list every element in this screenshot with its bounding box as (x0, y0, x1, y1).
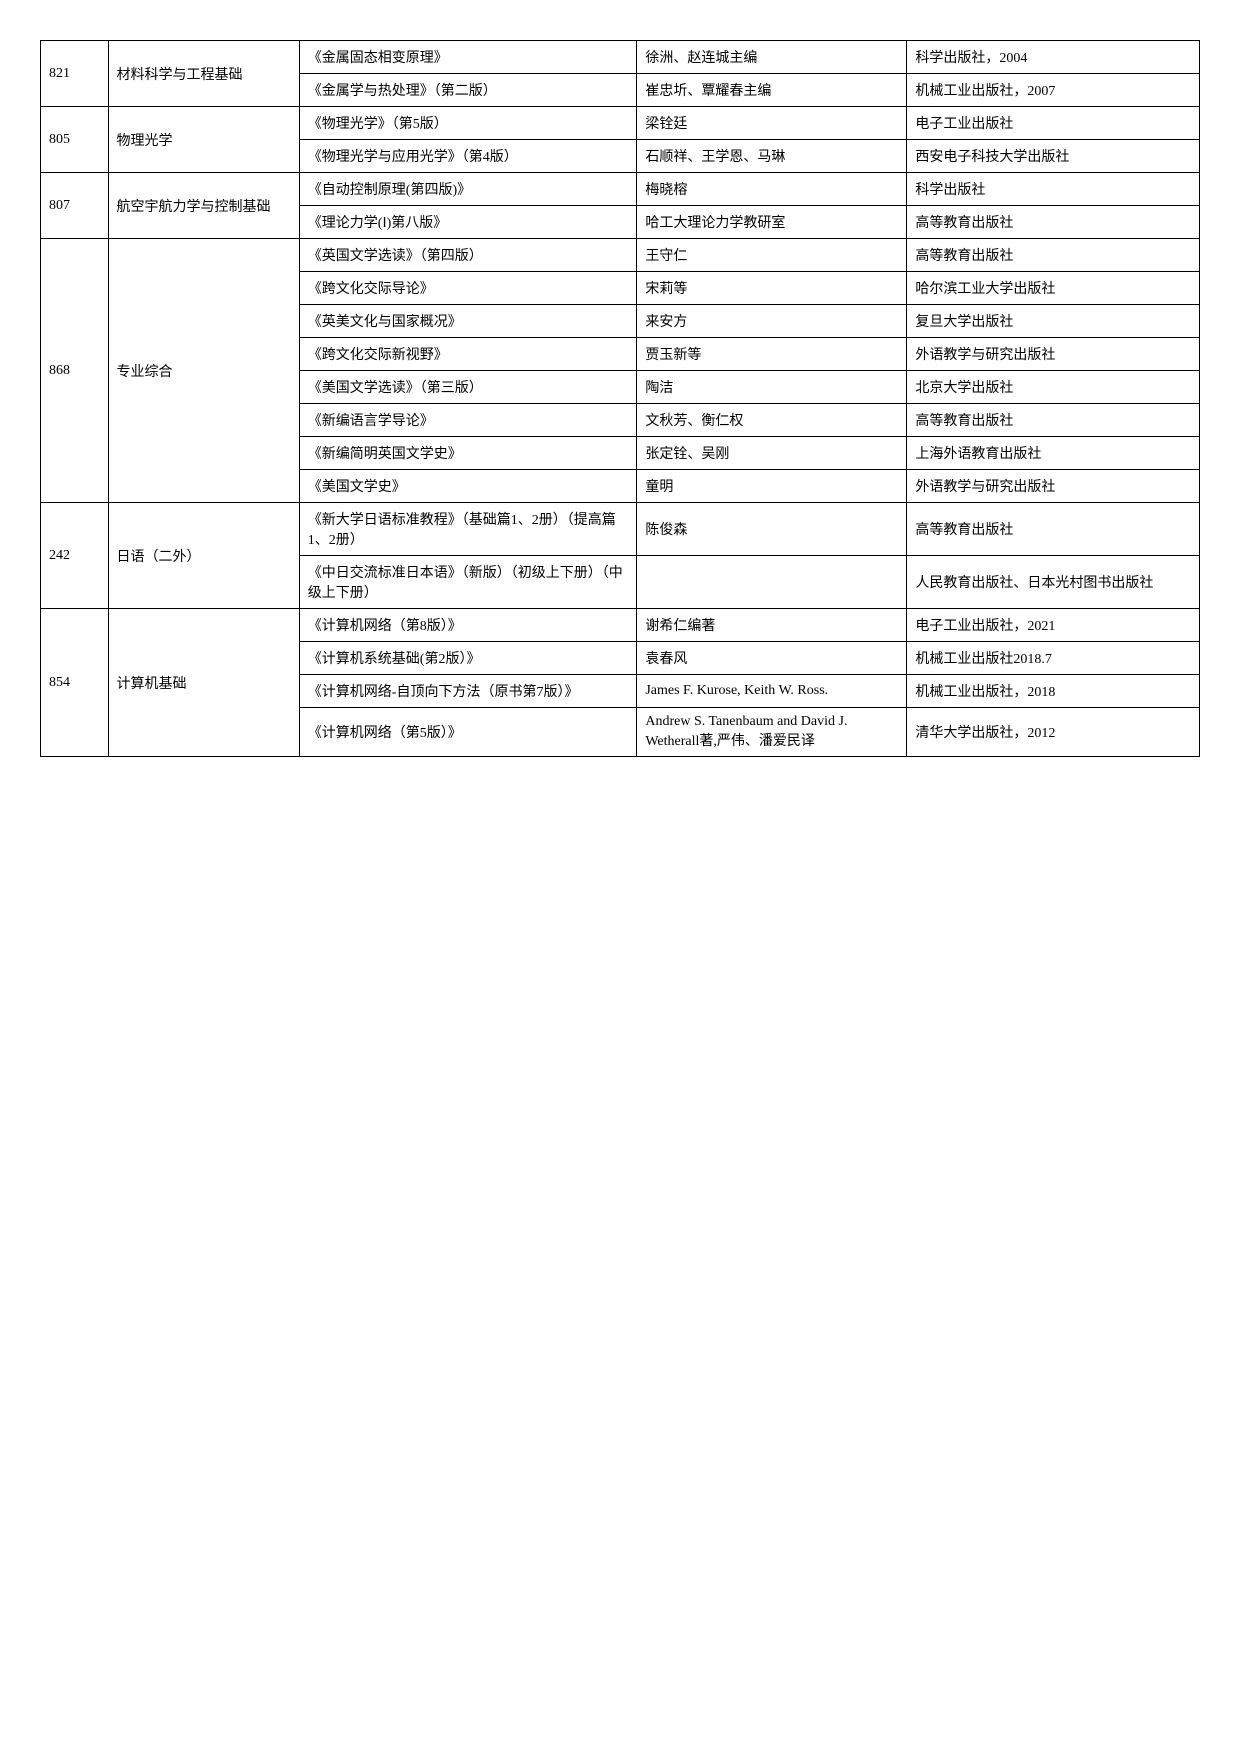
book-publisher: 机械工业出版社，2007 (907, 74, 1200, 107)
book-publisher: 高等教育出版社 (907, 503, 1200, 556)
book-publisher: 哈尔滨工业大学出版社 (907, 272, 1200, 305)
book-publisher: 复旦大学出版社 (907, 305, 1200, 338)
book-author: Andrew S. Tanenbaum and David J. Wethera… (637, 708, 907, 757)
book-author: 石顺祥、王学恩、马琳 (637, 140, 907, 173)
book-publisher: 机械工业出版社，2018 (907, 675, 1200, 708)
book-author: 陶洁 (637, 371, 907, 404)
book-author: 童明 (637, 470, 907, 503)
book-author: 袁春风 (637, 642, 907, 675)
subject-name: 航空宇航力学与控制基础 (108, 173, 299, 239)
book-publisher: 科学出版社，2004 (907, 41, 1200, 74)
book-title: 《英美文化与国家概况》 (299, 305, 637, 338)
book-title: 《跨文化交际新视野》 (299, 338, 637, 371)
book-title: 《理论力学(Ⅰ)第八版》 (299, 206, 637, 239)
book-publisher: 科学出版社 (907, 173, 1200, 206)
book-author: 谢希仁编著 (637, 609, 907, 642)
exam-code: 854 (41, 609, 109, 757)
book-author: 贾玉新等 (637, 338, 907, 371)
book-author: 梅晓榕 (637, 173, 907, 206)
book-author: 陈俊森 (637, 503, 907, 556)
reference-table: 821材料科学与工程基础《金属固态相变原理》徐洲、赵连城主编科学出版社，2004… (40, 40, 1200, 757)
book-title: 《美国文学史》 (299, 470, 637, 503)
book-author: 来安方 (637, 305, 907, 338)
book-title: 《金属固态相变原理》 (299, 41, 637, 74)
table-row: 805物理光学《物理光学》（第5版）梁铨廷电子工业出版社 (41, 107, 1200, 140)
book-author: 哈工大理论力学教研室 (637, 206, 907, 239)
book-title: 《计算机网络（第5版）》 (299, 708, 637, 757)
book-title: 《计算机网络-自顶向下方法（原书第7版）》 (299, 675, 637, 708)
book-author: 崔忠圻、覃耀春主编 (637, 74, 907, 107)
exam-code: 242 (41, 503, 109, 609)
book-author: 王守仁 (637, 239, 907, 272)
book-author: 徐洲、赵连城主编 (637, 41, 907, 74)
book-title: 《金属学与热处理》（第二版） (299, 74, 637, 107)
table-body: 821材料科学与工程基础《金属固态相变原理》徐洲、赵连城主编科学出版社，2004… (41, 41, 1200, 757)
book-publisher: 西安电子科技大学出版社 (907, 140, 1200, 173)
table-row: 868专业综合《英国文学选读》（第四版）王守仁高等教育出版社 (41, 239, 1200, 272)
book-publisher: 人民教育出版社、日本光村图书出版社 (907, 556, 1200, 609)
table-row: 854计算机基础《计算机网络（第8版）》谢希仁编著电子工业出版社，2021 (41, 609, 1200, 642)
book-author: 梁铨廷 (637, 107, 907, 140)
book-title: 《新编简明英国文学史》 (299, 437, 637, 470)
subject-name: 材料科学与工程基础 (108, 41, 299, 107)
book-title: 《新大学日语标准教程》（基础篇1、2册）（提高篇1、2册） (299, 503, 637, 556)
book-publisher: 外语教学与研究出版社 (907, 338, 1200, 371)
book-title: 《英国文学选读》（第四版） (299, 239, 637, 272)
book-title: 《计算机网络（第8版）》 (299, 609, 637, 642)
book-author: James F. Kurose, Keith W. Ross. (637, 675, 907, 708)
book-publisher: 电子工业出版社 (907, 107, 1200, 140)
book-publisher: 上海外语教育出版社 (907, 437, 1200, 470)
exam-code: 805 (41, 107, 109, 173)
book-title: 《计算机系统基础(第2版）》 (299, 642, 637, 675)
subject-name: 专业综合 (108, 239, 299, 503)
subject-name: 物理光学 (108, 107, 299, 173)
exam-code: 868 (41, 239, 109, 503)
book-publisher: 电子工业出版社，2021 (907, 609, 1200, 642)
book-author: 文秋芳、衡仁权 (637, 404, 907, 437)
book-publisher: 北京大学出版社 (907, 371, 1200, 404)
table-row: 821材料科学与工程基础《金属固态相变原理》徐洲、赵连城主编科学出版社，2004 (41, 41, 1200, 74)
book-title: 《跨文化交际导论》 (299, 272, 637, 305)
book-title: 《中日交流标准日本语》（新版）（初级上下册）（中级上下册） (299, 556, 637, 609)
exam-code: 807 (41, 173, 109, 239)
subject-name: 日语（二外） (108, 503, 299, 609)
book-publisher: 机械工业出版社2018.7 (907, 642, 1200, 675)
book-author: 张定铨、吴刚 (637, 437, 907, 470)
book-publisher: 高等教育出版社 (907, 404, 1200, 437)
book-publisher: 高等教育出版社 (907, 206, 1200, 239)
book-publisher: 外语教学与研究出版社 (907, 470, 1200, 503)
table-row: 807航空宇航力学与控制基础《自动控制原理(第四版)》梅晓榕科学出版社 (41, 173, 1200, 206)
book-title: 《自动控制原理(第四版)》 (299, 173, 637, 206)
book-title: 《物理光学与应用光学》（第4版） (299, 140, 637, 173)
book-publisher: 清华大学出版社，2012 (907, 708, 1200, 757)
book-author: 宋莉等 (637, 272, 907, 305)
exam-code: 821 (41, 41, 109, 107)
book-title: 《美国文学选读》（第三版） (299, 371, 637, 404)
subject-name: 计算机基础 (108, 609, 299, 757)
book-title: 《物理光学》（第5版） (299, 107, 637, 140)
table-row: 242日语（二外）《新大学日语标准教程》（基础篇1、2册）（提高篇1、2册）陈俊… (41, 503, 1200, 556)
book-title: 《新编语言学导论》 (299, 404, 637, 437)
book-publisher: 高等教育出版社 (907, 239, 1200, 272)
book-author (637, 556, 907, 609)
